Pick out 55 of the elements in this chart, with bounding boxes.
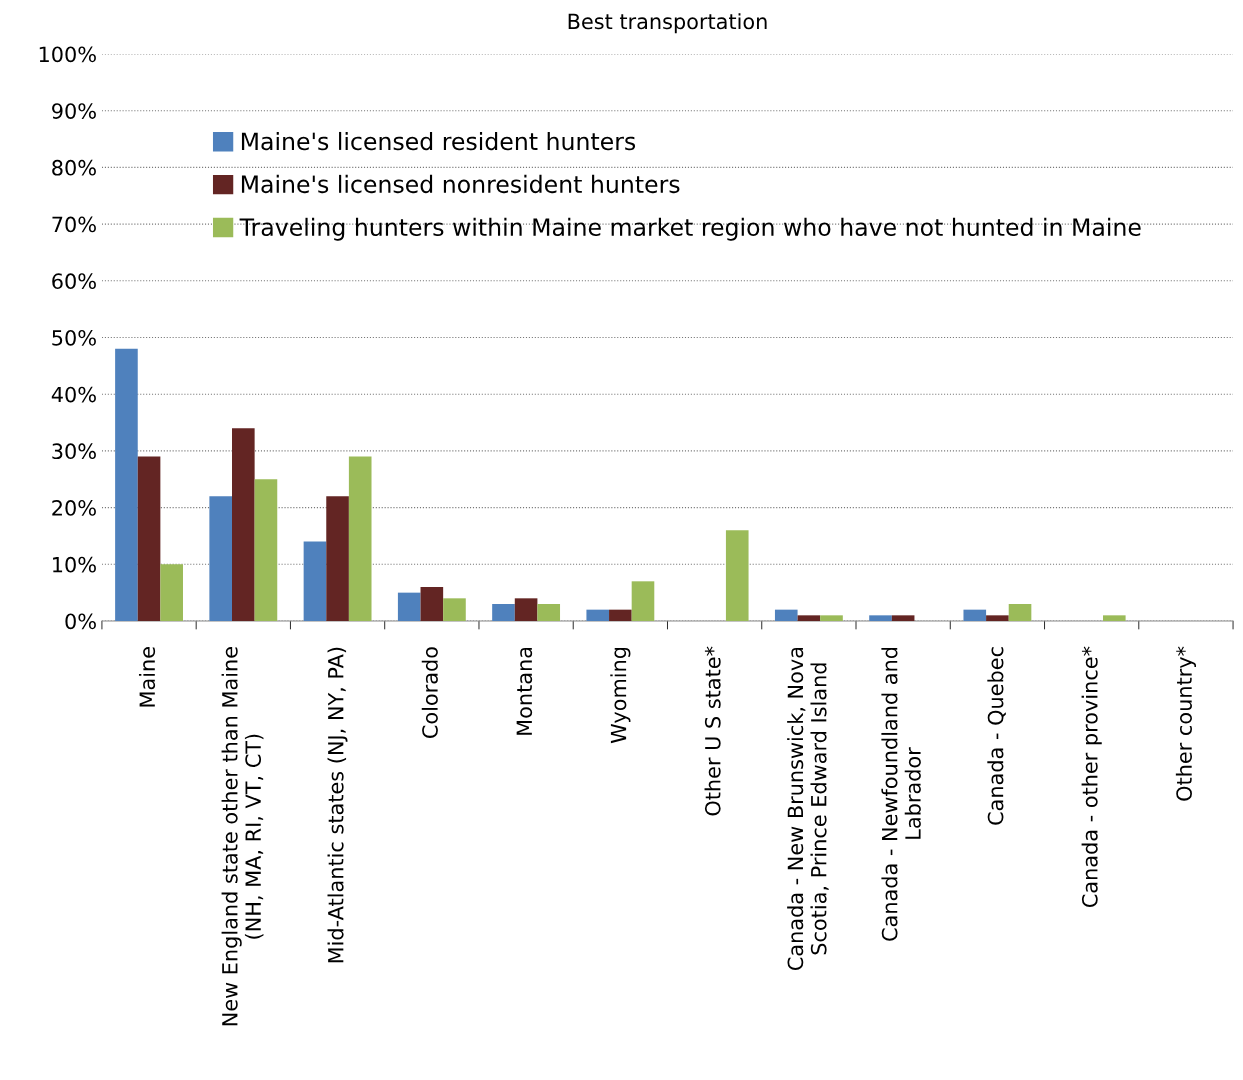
x-tick-label: Other U S state* xyxy=(704,646,721,816)
chart-title: Best transportation xyxy=(568,13,767,34)
y-tick-label: 90% xyxy=(52,103,96,119)
bar xyxy=(725,530,749,621)
bar xyxy=(137,456,161,621)
bar xyxy=(1102,615,1126,621)
x-tick-label: Montana xyxy=(516,647,533,735)
bar xyxy=(774,609,798,621)
x-tick-label: Canada - other province* xyxy=(1081,646,1102,908)
x-tick-label: Colorado xyxy=(421,647,438,738)
x-tick-label: Canada - New Brunswick, Nova Scotia, Prince Edward Island xyxy=(787,647,829,971)
y-tick-label: 30% xyxy=(52,443,96,460)
y-tick-label: 40% xyxy=(51,386,96,403)
bar xyxy=(986,615,1009,621)
bar xyxy=(209,496,233,621)
x-tick-label: Canada - Quebec xyxy=(987,647,1006,825)
bar xyxy=(869,615,892,621)
x-tick-label: New England state other than Maine (NH, MA, RI, VT, CT) xyxy=(221,647,264,1026)
bar xyxy=(160,564,183,621)
y-tick-label: 100% xyxy=(39,46,96,63)
x-tick-label: Maine xyxy=(138,647,156,707)
legend-label: Traveling hunters within Maine market region who have not hunted in Maine xyxy=(239,217,1141,241)
x-tick-label: Mid-Atlantic states (NJ, NY, PA) xyxy=(327,647,348,963)
bar xyxy=(797,615,821,621)
x-tick-label: Wyoming xyxy=(610,647,631,744)
legend-label: Maine's licensed resident hunters xyxy=(241,131,636,151)
bar xyxy=(891,615,915,621)
x-tick-label: Canada - Newfoundland and Labrador xyxy=(881,647,921,941)
y-tick-label: 20% xyxy=(52,500,96,516)
y-tick-label: 70% xyxy=(52,216,96,233)
bar xyxy=(631,581,655,621)
y-tick-label: 10% xyxy=(53,556,96,573)
x-tick-label: Other country* xyxy=(1175,646,1197,801)
bar xyxy=(492,603,515,621)
bar xyxy=(303,541,327,621)
bar xyxy=(397,592,421,621)
bar xyxy=(820,615,843,621)
legend-label: Maine's licensed nonresident hunters xyxy=(241,174,680,194)
bar xyxy=(1008,603,1032,621)
y-tick-label: 0% xyxy=(65,613,96,630)
bar xyxy=(443,598,466,621)
bar xyxy=(514,598,538,621)
bar xyxy=(115,348,138,621)
y-tick-label: 80% xyxy=(52,159,96,176)
bar xyxy=(254,479,278,621)
bar xyxy=(326,496,349,621)
bar xyxy=(537,603,561,621)
bar xyxy=(348,456,372,621)
bar xyxy=(586,609,610,621)
bar xyxy=(963,609,987,621)
bar xyxy=(609,609,632,621)
bar xyxy=(232,428,255,621)
y-tick-label: 60% xyxy=(52,273,96,290)
y-tick-label: 50% xyxy=(52,329,96,346)
bar xyxy=(420,586,444,621)
